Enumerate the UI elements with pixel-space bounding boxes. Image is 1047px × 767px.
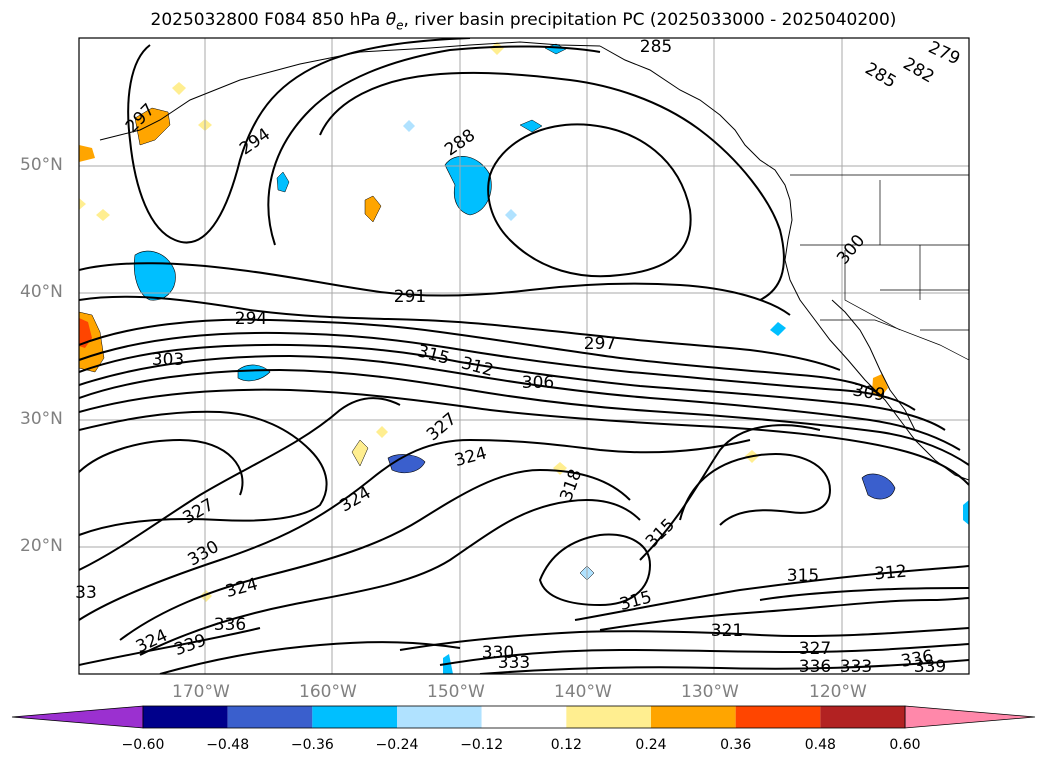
contour-label: 315 — [787, 566, 819, 586]
colorbar-swatch — [566, 706, 651, 728]
lon-label: 150°W — [427, 682, 485, 702]
contour-label: 333 — [840, 657, 872, 677]
precip-blob — [444, 156, 492, 216]
precip-blob — [364, 195, 382, 223]
precip-blob — [172, 82, 186, 95]
contour-label: 333 — [498, 653, 530, 673]
theta-e-contours — [79, 38, 969, 674]
colorbar-swatch — [227, 706, 313, 728]
contour-label: 336 — [214, 615, 246, 635]
precip-blob — [351, 439, 369, 467]
precip-blob — [770, 322, 786, 336]
contour-label: 312 — [874, 562, 908, 585]
colorbar-swatch — [481, 706, 567, 728]
precip-blob — [79, 145, 95, 162]
contour-label: 33 — [75, 583, 97, 603]
precip-blob — [96, 209, 110, 221]
colorbar-tick-label: −0.24 — [375, 737, 419, 753]
precip-blob — [403, 120, 415, 132]
colorbar-frame — [142, 705, 906, 729]
lat-label: 50°N — [20, 155, 63, 175]
precip-blob — [237, 364, 271, 382]
contour-label: 291 — [394, 287, 426, 307]
colorbar-swatch — [397, 706, 482, 728]
contour-label: 339 — [914, 657, 946, 677]
precip-blob — [276, 171, 290, 193]
contour-label: 330 — [482, 643, 514, 663]
precip-blob — [861, 473, 896, 500]
precip-blob — [79, 198, 86, 210]
colorbar-tick-label: −0.36 — [290, 737, 334, 753]
colorbar-swatch — [651, 706, 736, 728]
lat-label: 20°N — [20, 536, 63, 556]
contour-label: 303 — [152, 350, 184, 370]
lon-label: 170°W — [172, 682, 230, 702]
lon-label: 160°W — [299, 682, 357, 702]
colorbar-extend-low — [11, 705, 144, 729]
contour-label: 285 — [640, 37, 672, 57]
coastlines-and-borders — [99, 41, 969, 481]
precip-blob — [963, 500, 969, 525]
colorbar-tick-label: 0.48 — [804, 737, 836, 753]
contour-label: 306 — [522, 373, 554, 393]
colorbar-swatch — [143, 706, 228, 728]
colorbar-tick-label: 0.60 — [889, 737, 921, 753]
map-frame — [78, 37, 970, 675]
contour-label: 336 — [799, 657, 831, 677]
precip-blob — [376, 426, 388, 438]
colorbar-extend-high — [904, 705, 1036, 729]
colorbar-swatch — [312, 706, 397, 728]
colorbar-tick-label: −0.48 — [206, 737, 250, 753]
contour-label: 297 — [584, 334, 616, 354]
contour-label: 327 — [799, 639, 831, 659]
precip-blob — [490, 42, 504, 55]
contour-label: 294 — [235, 309, 267, 329]
colorbar-tick-label: −0.12 — [460, 737, 504, 753]
contour-label: 321 — [711, 621, 743, 641]
colorbar-tick-label: 0.36 — [720, 737, 752, 753]
lat-label: 30°N — [20, 409, 63, 429]
colorbar-tick-label: −0.60 — [121, 737, 165, 753]
colorbar — [11, 705, 1036, 729]
contour-labels: 285 279 285 282 297 294 288 300 291 294 … — [75, 37, 963, 677]
lon-label: 130°W — [681, 682, 739, 702]
precip-blob — [519, 119, 543, 133]
map-background — [79, 38, 969, 674]
precip-blob — [505, 209, 517, 221]
graticule — [79, 38, 969, 674]
lon-label: 140°W — [554, 682, 612, 702]
lat-label: 40°N — [20, 282, 63, 302]
colorbar-swatch — [820, 706, 905, 728]
colorbar-swatch — [735, 706, 821, 728]
precip-blob — [553, 462, 567, 475]
colorbar-tick-label: 0.24 — [635, 737, 667, 753]
map-title: 2025032800 F084 850 hPa θe, river basin … — [150, 10, 897, 33]
lon-label: 120°W — [809, 682, 867, 702]
precip-blob — [387, 454, 426, 474]
precip-blob — [134, 107, 171, 146]
colorbar-tick-label: 0.12 — [550, 737, 582, 753]
